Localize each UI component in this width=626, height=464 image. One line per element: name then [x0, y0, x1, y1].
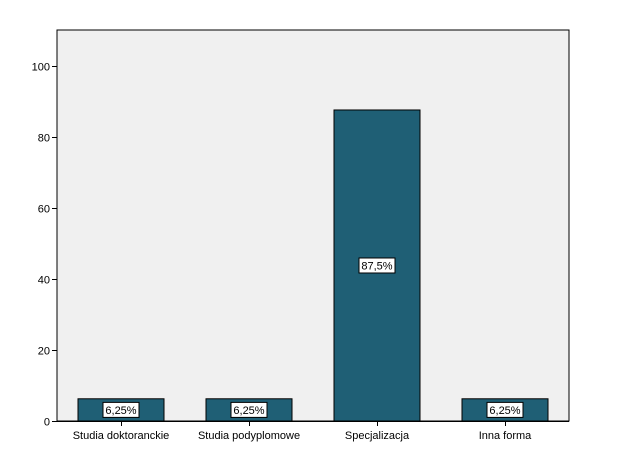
y-tick-label: 80: [38, 133, 50, 145]
data-label-box: [230, 401, 268, 418]
data-label-box: [358, 257, 396, 274]
data-label-1: 6,25%: [105, 405, 136, 417]
y-tick-label: 100: [32, 62, 50, 74]
x-tick-label: Studia doktoranckie: [73, 430, 170, 442]
data-label-box: [486, 401, 524, 418]
x-axis: Studia doktoranckie Studia podyplomowe Spe…: [57, 421, 569, 442]
y-tick-label: 40: [38, 275, 50, 287]
y-tick-label: 0: [44, 417, 50, 429]
x-tick-label: Inna forma: [479, 430, 532, 442]
data-label-box: [102, 401, 140, 418]
y-tick-label: 20: [38, 346, 50, 358]
data-label-2: 6,25%: [233, 405, 264, 417]
x-tick-label: Specjalizacja: [345, 430, 410, 442]
data-labels-group: 6,25% 6,25% 87,5% 6,25%: [102, 257, 524, 418]
data-label-3: 87,5%: [361, 260, 392, 272]
plot-area: [56, 29, 570, 422]
y-tick-label: 60: [38, 204, 50, 216]
y-axis: 0 20 40 60 80 100: [32, 30, 58, 429]
data-label-4: 6,25%: [489, 405, 520, 417]
x-tick-label: Studia podyplomowe: [198, 430, 300, 442]
